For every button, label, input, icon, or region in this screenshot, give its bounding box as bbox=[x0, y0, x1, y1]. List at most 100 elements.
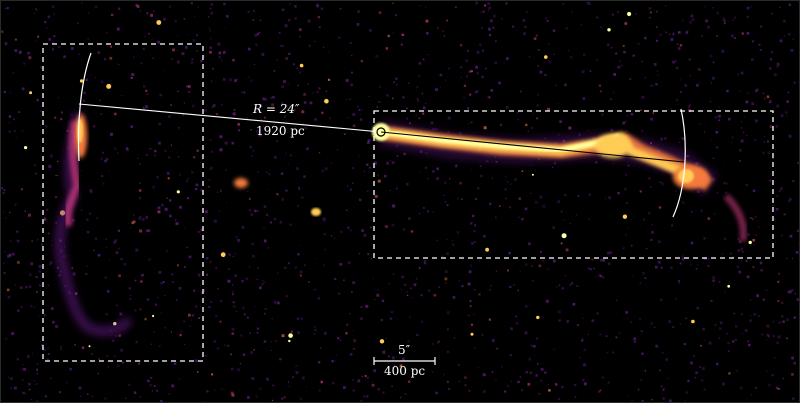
noise-speck bbox=[632, 216, 634, 218]
noise-speck bbox=[625, 311, 628, 314]
noise-speck bbox=[198, 317, 201, 319]
left-lobe-box bbox=[42, 43, 204, 362]
noise-speck bbox=[259, 32, 261, 33]
noise-speck bbox=[44, 21, 47, 24]
noise-speck bbox=[416, 85, 419, 88]
noise-speck bbox=[367, 253, 370, 256]
noise-speck bbox=[188, 313, 191, 317]
noise-speck bbox=[615, 52, 618, 55]
noise-speck bbox=[197, 6, 199, 8]
noise-speck bbox=[304, 101, 307, 104]
noise-speck bbox=[420, 320, 423, 323]
noise-speck bbox=[760, 268, 763, 272]
noise-speck bbox=[191, 58, 194, 61]
noise-speck bbox=[504, 390, 507, 393]
noise-speck bbox=[402, 96, 405, 99]
noise-speck bbox=[467, 49, 470, 52]
noise-speck bbox=[435, 88, 438, 92]
noise-speck bbox=[272, 384, 275, 387]
noise-speck bbox=[372, 277, 375, 279]
noise-speck bbox=[287, 381, 290, 383]
noise-speck bbox=[364, 375, 367, 377]
noise-speck bbox=[713, 213, 716, 215]
noise-speck bbox=[153, 154, 157, 157]
noise-speck bbox=[712, 76, 715, 80]
noise-speck bbox=[537, 363, 539, 365]
noise-speck bbox=[52, 320, 55, 324]
noise-speck bbox=[7, 254, 10, 258]
noise-speck bbox=[659, 181, 662, 184]
noise-speck bbox=[401, 276, 404, 279]
noise-speck bbox=[50, 155, 53, 158]
noise-speck bbox=[259, 286, 262, 290]
noise-speck bbox=[783, 19, 786, 23]
noise-speck bbox=[528, 56, 531, 58]
noise-speck bbox=[349, 98, 351, 100]
noise-speck bbox=[776, 195, 779, 197]
noise-speck bbox=[352, 124, 356, 128]
noise-speck bbox=[262, 280, 264, 282]
noise-speck bbox=[169, 199, 172, 202]
noise-speck bbox=[571, 282, 574, 285]
noise-speck bbox=[294, 17, 297, 20]
noise-speck bbox=[746, 92, 749, 94]
noise-speck bbox=[154, 149, 157, 153]
noise-speck bbox=[741, 332, 743, 334]
noise-speck bbox=[241, 91, 243, 93]
noise-speck bbox=[716, 146, 719, 149]
noise-speck bbox=[484, 4, 487, 7]
noise-speck bbox=[468, 389, 471, 393]
noise-speck bbox=[339, 263, 342, 266]
noise-speck bbox=[639, 190, 642, 193]
noise-speck bbox=[625, 173, 628, 176]
noise-speck bbox=[613, 163, 615, 165]
noise-speck bbox=[407, 82, 410, 84]
noise-speck bbox=[296, 317, 300, 320]
noise-speck bbox=[292, 376, 294, 379]
noise-speck bbox=[5, 217, 7, 219]
noise-speck bbox=[468, 270, 472, 274]
noise-speck bbox=[623, 50, 626, 54]
noise-speck bbox=[157, 297, 159, 299]
noise-speck bbox=[164, 207, 168, 211]
noise-speck bbox=[623, 318, 625, 320]
noise-speck bbox=[479, 11, 482, 14]
noise-speck bbox=[649, 186, 652, 188]
noise-speck bbox=[128, 383, 131, 386]
noise-speck bbox=[89, 74, 91, 76]
noise-speck bbox=[561, 287, 564, 290]
noise-speck bbox=[58, 46, 61, 49]
noise-speck bbox=[249, 209, 252, 212]
noise-speck bbox=[786, 337, 788, 340]
noise-speck bbox=[679, 79, 681, 81]
noise-speck bbox=[57, 175, 59, 177]
noise-speck bbox=[547, 107, 550, 111]
noise-speck bbox=[249, 266, 251, 268]
noise-speck bbox=[425, 102, 427, 104]
radius-arc-right bbox=[672, 108, 686, 218]
point-source bbox=[288, 339, 291, 343]
noise-speck bbox=[134, 279, 137, 282]
noise-speck bbox=[762, 151, 765, 154]
noise-speck bbox=[333, 237, 335, 239]
noise-speck bbox=[495, 270, 497, 272]
noise-speck bbox=[277, 272, 279, 274]
noise-speck bbox=[542, 260, 545, 262]
noise-speck bbox=[560, 210, 563, 213]
noise-speck bbox=[224, 28, 226, 30]
noise-speck bbox=[751, 102, 755, 106]
noise-speck bbox=[146, 298, 150, 301]
noise-speck bbox=[118, 274, 121, 278]
noise-speck bbox=[48, 38, 52, 41]
noise-speck bbox=[750, 315, 752, 317]
noise-speck bbox=[201, 401, 205, 402]
noise-speck bbox=[731, 34, 734, 38]
noise-speck bbox=[723, 237, 727, 241]
noise-speck bbox=[587, 267, 590, 270]
noise-speck bbox=[401, 357, 405, 361]
noise-speck bbox=[564, 194, 567, 197]
noise-speck bbox=[135, 248, 139, 252]
noise-speck bbox=[610, 98, 612, 101]
noise-speck bbox=[268, 173, 271, 176]
